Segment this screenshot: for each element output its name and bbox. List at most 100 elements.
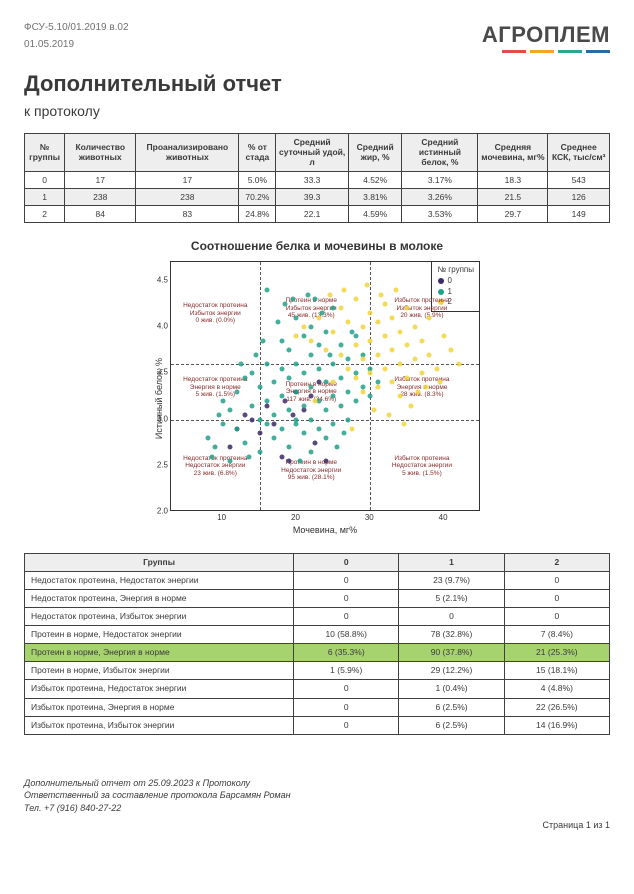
doc-code: ФСУ-5.10/01.2019 в.02 [24,22,129,33]
scatter-point [242,440,247,445]
scatter-point [257,431,262,436]
scatter-point [368,338,373,343]
scatter-point [375,320,380,325]
table-cell: 29.7 [478,205,548,222]
scatter-point [316,380,321,385]
scatter-point [346,366,351,371]
groups-table: Группы012 Недостаток протеина, Недостато… [24,553,610,734]
y-tick: 3.5 [157,368,168,377]
table-cell: 0 [294,680,399,698]
table-cell: 0 [504,590,609,608]
scatter-point [408,403,413,408]
table-row: Недостаток протеина, Энергия в норме05 (… [25,590,610,608]
table-row: Недостаток протеина, Недостаток энергии0… [25,572,610,590]
scatter-point [383,301,388,306]
scatter-point [375,352,380,357]
scatter-point [205,436,210,441]
table-cell: 126 [548,188,610,205]
scatter-point [301,403,306,408]
table-header-cell: % от стада [239,134,276,172]
table-cell: 22.1 [276,205,349,222]
y-tick: 4.5 [157,275,168,284]
scatter-point [456,361,461,366]
table-cell: 3.53% [402,205,478,222]
table-cell: 17 [136,171,239,188]
scatter-point [438,380,443,385]
scatter-point [324,329,329,334]
table-header-cell: Среднее КСК, тыс/см³ [548,134,610,172]
logo: АГРОПЛЕМ [482,22,610,53]
table-cell: 24.8% [239,205,276,222]
x-tick: 10 [217,513,226,522]
x-axis-label: Мочевина, мг% [170,525,480,535]
table-cell: 78 (32.8%) [399,626,504,644]
scatter-point [305,292,310,297]
table-cell: 10 (58.8%) [294,626,399,644]
scatter-point [287,445,292,450]
scatter-point [405,306,410,311]
scatter-point [213,445,218,450]
scatter-point [309,385,314,390]
scatter-point [312,440,317,445]
scatter-point [298,459,303,464]
scatter-point [264,287,269,292]
scatter-point [294,315,299,320]
legend-title: № группы [438,265,475,274]
scatter-point [264,361,269,366]
scatter-point [290,297,295,302]
logo-bars [482,50,610,53]
table-cell: 2 [25,205,65,222]
x-tick: 20 [291,513,300,522]
table-header-cell: № группы [25,134,65,172]
table-cell: 3.17% [402,171,478,188]
scatter-point [312,399,317,404]
logo-bar [502,50,526,53]
scatter-point [301,431,306,436]
table-row: Избыток протеина, Недостаток энергии01 (… [25,680,610,698]
scatter-point [301,324,306,329]
table-row: Протеин в норме, Недостаток энергии10 (5… [25,626,610,644]
scatter-point [316,315,321,320]
table-header-cell: Количество животных [65,134,136,172]
scatter-point [338,403,343,408]
scatter-point [390,380,395,385]
logo-bar [586,50,610,53]
row-label: Протеин в норме, Недостаток энергии [25,626,294,644]
scatter-point [220,422,225,427]
scatter-point [416,389,421,394]
scatter-point [397,329,402,334]
row-label: Протеин в норме, Избыток энергии [25,662,294,680]
scatter-point [327,292,332,297]
scatter-point [324,459,329,464]
scatter-point [264,422,269,427]
scatter-point [331,361,336,366]
scatter-point [327,352,332,357]
footer-line: Дополнительный отчет от 25.09.2023 к Про… [24,777,610,790]
page-title: Дополнительный отчет [24,71,610,97]
table-cell: 6 (2.5%) [399,716,504,734]
scatter-point [272,380,277,385]
scatter-point [294,422,299,427]
table-cell: 14 (16.9%) [504,716,609,734]
scatter-point [261,338,266,343]
table-cell: 0 [504,608,609,626]
scatter-point [397,394,402,399]
scatter-point [353,375,358,380]
legend-dot [438,289,444,295]
scatter-point [301,334,306,339]
row-label: Избыток протеина, Недостаток энергии [25,680,294,698]
table-cell: 18.3 [478,171,548,188]
footer-block: Дополнительный отчет от 25.09.2023 к Про… [24,777,610,815]
scatter-point [449,348,454,353]
scatter-point [294,361,299,366]
scatter-point [239,361,244,366]
table-header-cell: Проанализировано животных [136,134,239,172]
scatter-point [346,417,351,422]
scatter-point [383,366,388,371]
table-cell: 17 [65,171,136,188]
scatter-point [338,375,343,380]
scatter-point [264,403,269,408]
scatter-point [349,329,354,334]
table-row: 123823870.2%39.33.81%3.26%21.5126 [25,188,610,205]
scatter-point [283,301,288,306]
